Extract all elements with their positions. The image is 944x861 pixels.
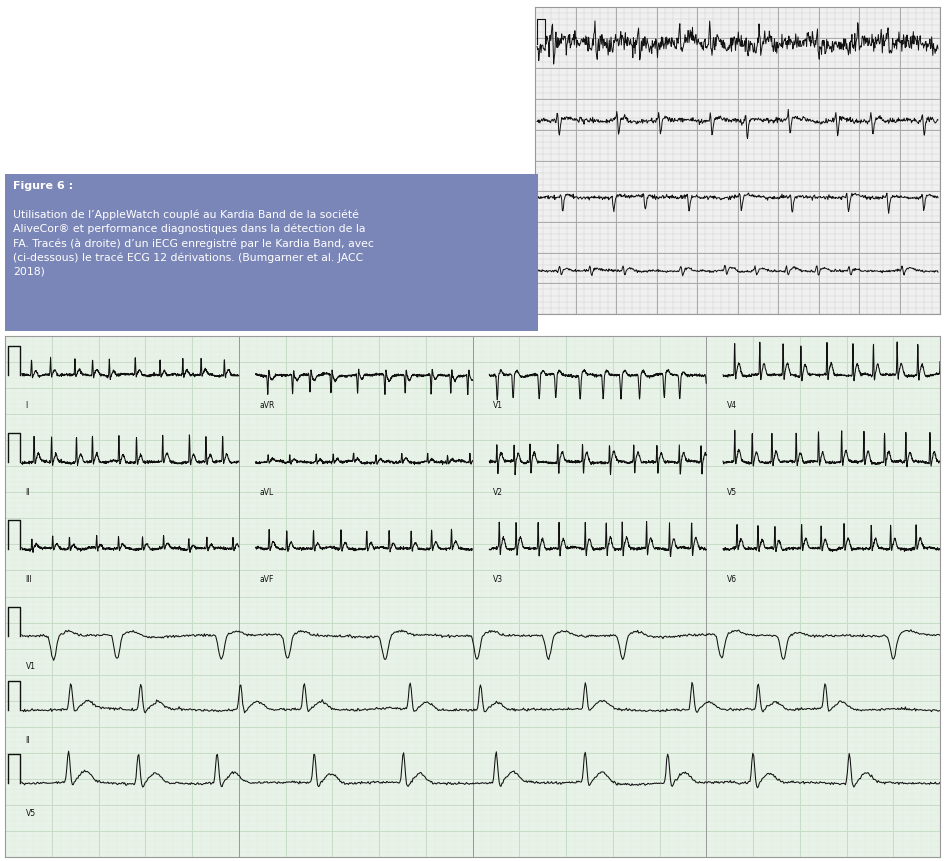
Text: aVR: aVR — [259, 401, 275, 410]
Text: V2: V2 — [493, 488, 502, 497]
Text: V4: V4 — [726, 401, 736, 410]
Text: III: III — [25, 574, 32, 583]
Text: Utilisation de l’AppleWatch couplé au Kardia Band de la société
AliveCor® et per: Utilisation de l’AppleWatch couplé au Ka… — [13, 209, 374, 276]
Text: V6: V6 — [726, 574, 736, 583]
Text: aVF: aVF — [259, 574, 274, 583]
Text: aVL: aVL — [259, 488, 273, 497]
Text: I: I — [25, 401, 27, 410]
Text: II: II — [25, 488, 30, 497]
Text: V1: V1 — [493, 401, 502, 410]
Text: V1: V1 — [25, 661, 36, 670]
Text: V3: V3 — [493, 574, 502, 583]
Text: V5: V5 — [726, 488, 736, 497]
Text: Figure 6 :: Figure 6 : — [13, 181, 73, 191]
Text: V5: V5 — [25, 808, 36, 817]
Text: II: II — [25, 735, 30, 744]
